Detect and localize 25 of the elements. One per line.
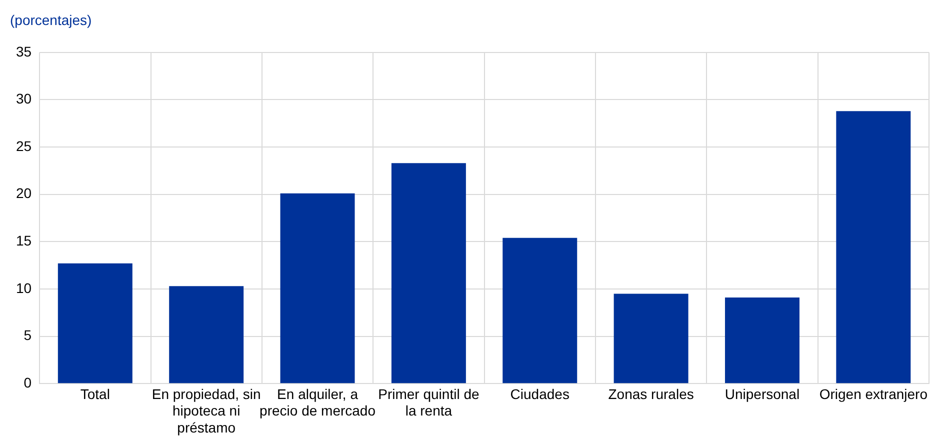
bar: [169, 286, 244, 384]
bar: [724, 297, 800, 384]
bar: [502, 238, 578, 384]
y-tick-label: 10: [16, 280, 32, 296]
y-tick-label: 25: [16, 138, 32, 154]
y-tick-label: 30: [16, 90, 32, 107]
x-tick-label: En propiedad, sin hipoteca ni préstamo: [152, 386, 261, 436]
x-tick-label: Origen extranjero: [819, 386, 928, 402]
bar: [614, 294, 688, 384]
bar: [58, 263, 132, 384]
x-tick-label: Primer quintil de la renta: [378, 386, 480, 419]
bar: [280, 193, 355, 384]
y-tick-label: 15: [16, 232, 32, 249]
x-tick-label: Unipersonal: [724, 386, 800, 402]
y-tick-label: 35: [16, 43, 32, 60]
x-tick-label: Ciudades: [510, 386, 570, 402]
y-tick-label: 5: [24, 327, 32, 344]
y-tick-label: 20: [16, 185, 32, 202]
bar: [836, 111, 911, 384]
x-tick-label: Total: [80, 386, 110, 402]
chart-title: (porcentajes): [10, 12, 92, 28]
y-tick-label: 0: [24, 374, 32, 390]
bar: [391, 163, 466, 384]
x-tick-label: En alquiler, a precio de mercado: [260, 386, 376, 419]
x-tick-label: Zonas rurales: [608, 386, 694, 402]
